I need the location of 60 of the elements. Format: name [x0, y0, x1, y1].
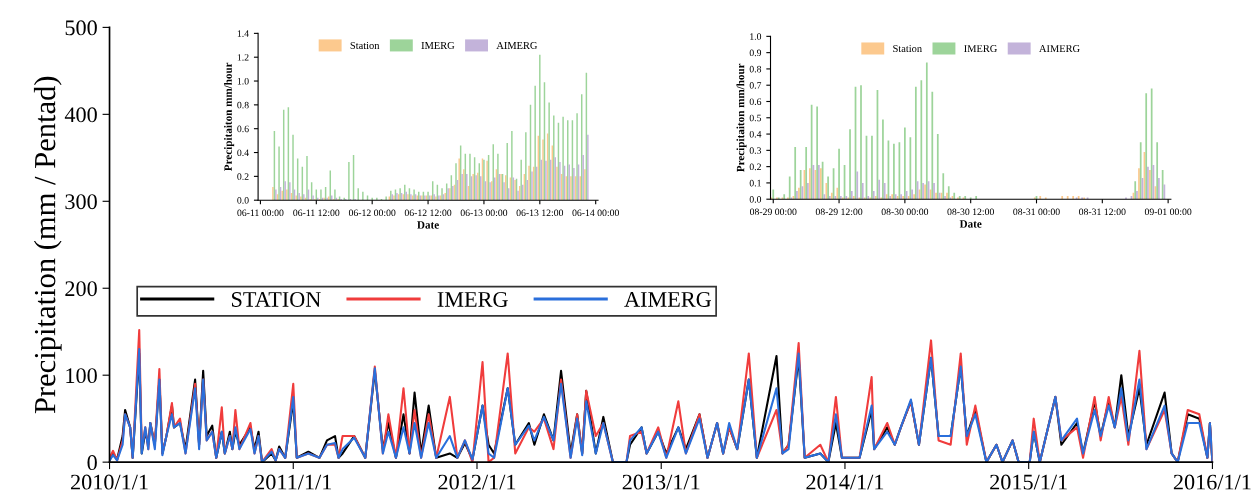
legend-label: IMERG: [437, 291, 508, 307]
legend-label: Station: [893, 45, 922, 53]
x-tick-label: 06-11 12:00: [293, 209, 340, 217]
x-axis-title: Date: [417, 221, 439, 229]
y-tick-label: 0.0: [237, 197, 249, 204]
legend-label: AIMERG: [1039, 45, 1080, 53]
x-tick-label: 2014/1/1: [806, 474, 884, 490]
y-tick-label: 0.5: [749, 114, 762, 122]
x-tick-label: 08-29 12:00: [815, 208, 863, 216]
y-tick-label: 1.2: [237, 54, 249, 61]
x-tick-label: 08-31 00:00: [1013, 208, 1060, 216]
x-tick-label: 06-12 00:00: [348, 209, 396, 217]
x-tick-label: 08-30 00:00: [881, 208, 929, 216]
y-tick-label: 0.1: [749, 179, 761, 187]
x-tick-label: 06-11 00:00: [237, 209, 284, 217]
legend-label: IMERG: [421, 41, 455, 49]
x-tick-label: 06-13 12:00: [516, 209, 564, 217]
x-tick-label: 08-29 00:00: [749, 208, 797, 216]
y-tick-label: 0.2: [749, 163, 761, 171]
y-tick-label: 0.6: [749, 98, 762, 105]
x-tick-label: 2015/1/1: [990, 474, 1067, 490]
y-tick-label: 0.2: [237, 173, 249, 180]
y-tick-label: 0.6: [237, 125, 249, 133]
x-tick-label: 06-12 12:00: [404, 209, 452, 217]
y-axis-title: Precipitation (mm / Pentad): [33, 76, 62, 414]
y-tick-label: 1.0: [750, 33, 762, 40]
legend-label: AIMERG: [624, 291, 711, 307]
y-tick-label: 0.3: [749, 147, 762, 154]
x-tick-label: 06-14 00:00: [572, 209, 619, 217]
y-tick-label: 0.7: [749, 82, 762, 89]
y-tick-label: 1.4: [237, 30, 249, 37]
y-tick-label: 0.4: [749, 130, 762, 138]
y-tick-label: 0.8: [237, 101, 249, 109]
x-tick-label: 08-30 12:00: [947, 208, 994, 216]
y-tick-label: 0: [87, 455, 97, 471]
y-tick-label: 0.9: [749, 49, 762, 57]
x-tick-label: 09-01 00:00: [1144, 208, 1192, 216]
y-tick-label: 200: [65, 281, 97, 297]
y-tick-label: 500: [65, 20, 97, 36]
y-tick-label: 100: [66, 368, 97, 384]
x-tick-label: 2010/1/1: [71, 474, 148, 490]
y-axis-title: Precipitaiton mm/hour: [224, 62, 235, 171]
legend-label: AIMERG: [496, 41, 538, 49]
x-tick-label: 06-13 00:00: [460, 209, 508, 217]
legend-label: Station: [350, 41, 380, 49]
y-tick-label: 400: [64, 107, 97, 123]
x-tick-label: 2012/1/1: [438, 474, 516, 490]
x-tick-label: 2011/1/1: [255, 474, 332, 490]
y-tick-label: 0.0: [749, 196, 762, 203]
y-axis-title: Precipitaiton mm/hour: [736, 63, 747, 172]
legend-label: STATION: [232, 291, 321, 307]
x-tick-label: 2013/1/1: [622, 474, 700, 490]
x-axis-title: Date: [959, 220, 982, 228]
y-tick-label: 0.4: [237, 149, 249, 157]
x-tick-label: 2016/1/1: [1173, 474, 1251, 490]
y-tick-label: 0.8: [749, 65, 762, 73]
y-tick-label: 1.0: [237, 77, 249, 85]
y-tick-label: 300: [65, 194, 97, 210]
x-tick-label: 08-31 12:00: [1079, 208, 1126, 216]
legend-label: IMERG: [964, 45, 997, 53]
